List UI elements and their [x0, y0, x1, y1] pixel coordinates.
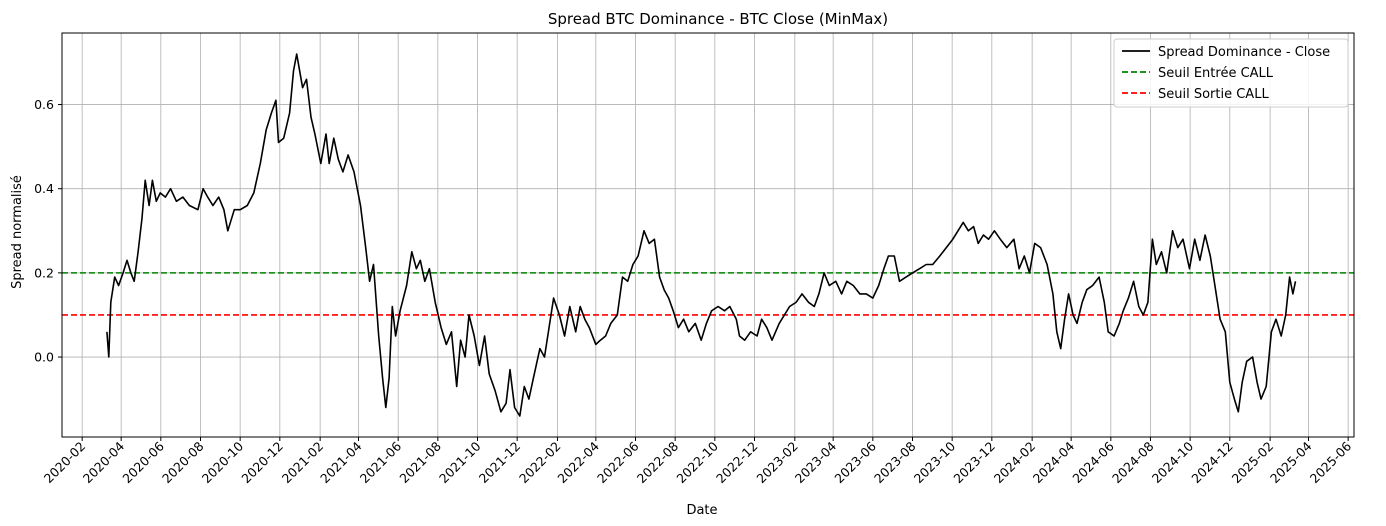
x-tick-label: 2021-06 — [357, 438, 405, 486]
x-tick-label: 2021-08 — [396, 438, 444, 486]
x-axis-ticks: 2020-022020-042020-062020-082020-102020-… — [41, 437, 1355, 487]
x-tick-label: 2023-12 — [950, 439, 998, 487]
x-tick-label: 2023-04 — [792, 438, 840, 486]
y-tick-label: 0.4 — [34, 181, 54, 196]
x-tick-label: 2020-08 — [159, 438, 207, 486]
chart-title: Spread BTC Dominance - BTC Close (MinMax… — [548, 10, 888, 28]
y-tick-label: 0.0 — [34, 350, 54, 365]
grid-lines — [62, 33, 1354, 437]
series-layer — [106, 53, 1297, 417]
x-tick-label: 2024-06 — [1069, 438, 1117, 486]
y-tick-label: 0.6 — [34, 97, 54, 112]
x-tick-label: 2022-06 — [594, 438, 642, 486]
x-tick-label: 2025-06 — [1307, 438, 1355, 486]
x-tick-label: 2024-04 — [1030, 438, 1078, 486]
x-tick-label: 2021-12 — [476, 439, 524, 487]
x-tick-label: 2020-06 — [119, 438, 167, 486]
x-tick-label: 2020-10 — [199, 438, 247, 486]
x-tick-label: 2023-10 — [911, 438, 959, 486]
x-tick-label: 2023-02 — [753, 439, 801, 487]
y-axis-label: Spread normalisé — [10, 175, 25, 289]
x-tick-label: 2022-08 — [634, 438, 682, 486]
x-tick-label: 2022-02 — [516, 439, 564, 487]
legend-box — [1113, 38, 1349, 108]
x-tick-label: 2025-04 — [1267, 438, 1315, 486]
legend-label-spread: Spread Dominance - Close — [1158, 45, 1330, 60]
legend-label-exit: Seuil Sortie CALL — [1158, 87, 1269, 102]
x-tick-label: 2023-06 — [831, 438, 879, 486]
x-tick-label: 2024-02 — [991, 439, 1039, 487]
x-tick-label: 2024-12 — [1188, 439, 1236, 487]
x-tick-label: 2021-04 — [317, 438, 365, 486]
legend: Spread Dominance - Close Seuil Entrée CA… — [1113, 38, 1349, 108]
legend-label-entry: Seuil Entrée CALL — [1158, 66, 1274, 81]
x-tick-label: 2020-12 — [238, 439, 286, 487]
y-tick-label: 0.2 — [34, 265, 54, 280]
x-tick-label: 2022-04 — [554, 438, 602, 486]
x-tick-label: 2020-02 — [41, 439, 89, 487]
series-line-spread — [106, 53, 1297, 417]
x-tick-label: 2022-10 — [673, 438, 721, 486]
x-tick-label: 2025-02 — [1229, 439, 1277, 487]
x-axis-label: Date — [686, 503, 717, 518]
x-tick-label: 2020-04 — [80, 438, 128, 486]
x-tick-label: 2023-08 — [871, 438, 919, 486]
x-tick-label: 2024-10 — [1149, 438, 1197, 486]
x-tick-label: 2024-08 — [1109, 438, 1157, 486]
x-tick-label: 2022-12 — [713, 439, 761, 487]
x-tick-label: 2021-02 — [279, 439, 327, 487]
threshold-lines — [62, 272, 1354, 316]
plot-frame — [61, 32, 1355, 438]
y-axis-ticks: 0.0 0.2 0.4 0.6 — [34, 97, 62, 365]
x-tick-label: 2021-10 — [436, 438, 484, 486]
